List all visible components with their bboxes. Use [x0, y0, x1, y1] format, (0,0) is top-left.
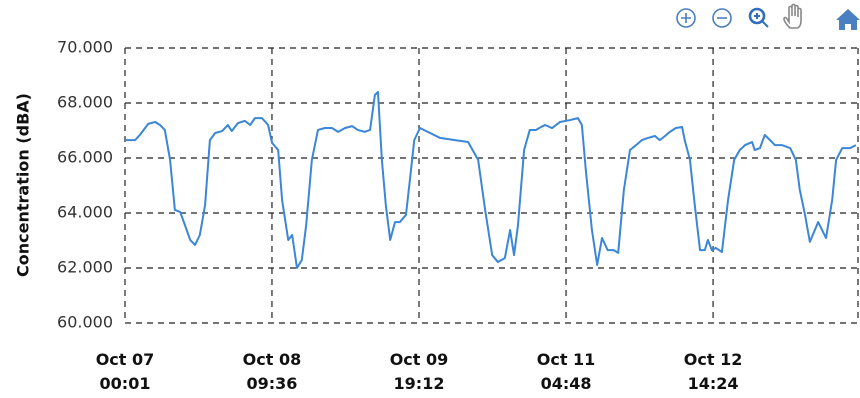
y-axis-label: Concentration (dBA): [14, 93, 33, 277]
toolbar: [676, 3, 860, 30]
y-tick-label: 68.000: [57, 93, 113, 112]
y-tick-label: 70.000: [57, 38, 113, 57]
x-tick-label: Oct 09 19:12: [389, 350, 449, 393]
y-tick-label: 64.000: [57, 203, 113, 222]
home-button[interactable]: [836, 9, 860, 30]
y-tick-label: 60.000: [57, 313, 113, 332]
y-tick-label: 66.000: [57, 148, 113, 167]
pan-button[interactable]: [783, 3, 802, 29]
x-tick-label: Oct 07 00:01: [95, 350, 155, 393]
x-tick-label: Oct 08 09:36: [242, 350, 302, 393]
y-tick-label: 62.000: [57, 258, 113, 277]
zoom-out-button[interactable]: [712, 8, 732, 28]
zoom-select-button[interactable]: [748, 7, 769, 28]
x-tick-label: Oct 11 04:48: [536, 350, 596, 393]
x-tick-label: Oct 12 14:24: [683, 350, 743, 393]
data-line: [125, 91, 857, 269]
zoom-in-button[interactable]: [676, 8, 696, 28]
